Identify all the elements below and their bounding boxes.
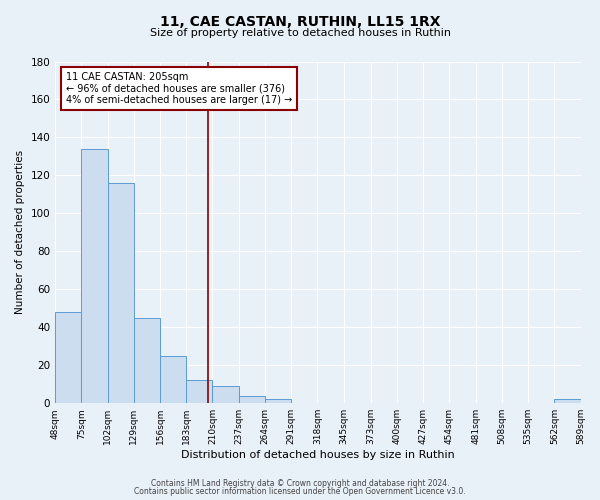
Text: 11 CAE CASTAN: 205sqm
← 96% of detached houses are smaller (376)
4% of semi-deta: 11 CAE CASTAN: 205sqm ← 96% of detached …: [65, 72, 292, 105]
Bar: [160, 356, 186, 403]
Y-axis label: Number of detached properties: Number of detached properties: [15, 150, 25, 314]
Bar: [212, 386, 239, 403]
Text: Size of property relative to detached houses in Ruthin: Size of property relative to detached ho…: [149, 28, 451, 38]
X-axis label: Distribution of detached houses by size in Ruthin: Distribution of detached houses by size …: [181, 450, 455, 460]
Bar: [107, 183, 134, 403]
Bar: [554, 400, 581, 403]
Bar: [55, 312, 82, 403]
Bar: [134, 318, 160, 403]
Text: Contains public sector information licensed under the Open Government Licence v3: Contains public sector information licen…: [134, 487, 466, 496]
Bar: [82, 149, 107, 403]
Bar: [186, 380, 212, 403]
Bar: [239, 396, 265, 403]
Text: Contains HM Land Registry data © Crown copyright and database right 2024.: Contains HM Land Registry data © Crown c…: [151, 478, 449, 488]
Text: 11, CAE CASTAN, RUTHIN, LL15 1RX: 11, CAE CASTAN, RUTHIN, LL15 1RX: [160, 15, 440, 29]
Bar: [265, 400, 291, 403]
